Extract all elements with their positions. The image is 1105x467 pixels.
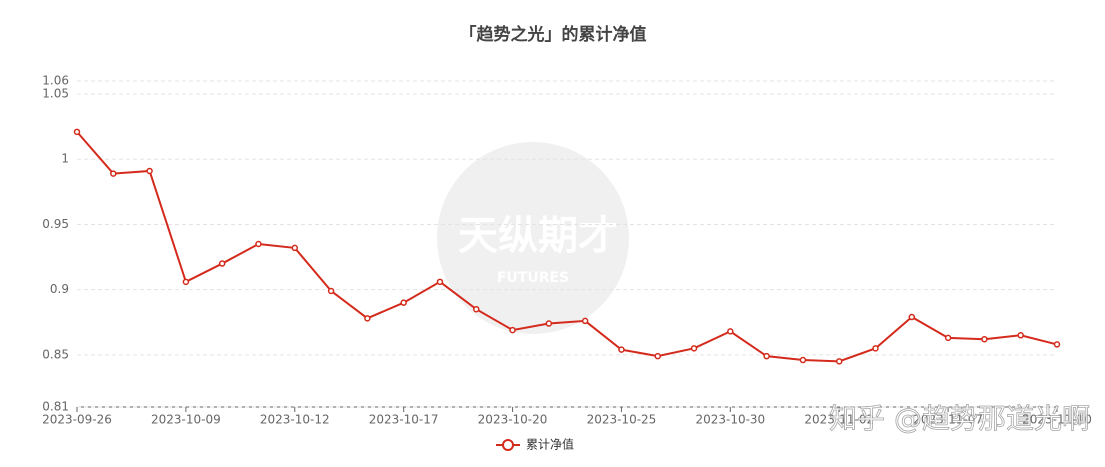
point xyxy=(981,335,988,343)
point xyxy=(509,326,516,334)
x-tick-label: 2023-11-07 xyxy=(913,413,983,427)
y-tick-label: 0.85 xyxy=(42,347,69,361)
x-tick-label: 2023-10-17 xyxy=(369,413,439,427)
series-line xyxy=(76,131,1058,363)
x-tick-label: 2023-10-09 xyxy=(151,413,221,427)
chart-title: 「趋势之光」的累计净值 xyxy=(460,24,647,45)
x-tick-label: 2023-10-12 xyxy=(260,413,330,427)
y-tick-label: 1.06 xyxy=(42,74,69,88)
point xyxy=(364,315,371,322)
point xyxy=(654,352,661,360)
x-tick-label: 2023-11-02 xyxy=(804,413,874,427)
x-tick-label: 2023-10-25 xyxy=(587,413,657,427)
point xyxy=(727,328,734,335)
y-tick-label: 0.81 xyxy=(42,400,69,414)
y-tick-label: 1 xyxy=(61,152,69,166)
x-tick-label: 2023-10-20 xyxy=(478,413,548,427)
point xyxy=(545,320,553,327)
point xyxy=(327,287,335,295)
point xyxy=(110,170,117,177)
point xyxy=(473,305,480,313)
point xyxy=(291,244,299,252)
x-tick-label: 2023-10-30 xyxy=(695,413,765,427)
point xyxy=(763,352,770,360)
point xyxy=(799,356,807,364)
legend-marker xyxy=(502,439,514,451)
x-tick-label: 2023-09-26 xyxy=(42,413,112,427)
point xyxy=(73,128,81,136)
point xyxy=(182,278,190,286)
logo-text: 天纵期才 xyxy=(458,213,618,259)
logo-sub: FUTURES xyxy=(497,270,569,286)
point xyxy=(218,260,226,267)
point xyxy=(146,167,153,175)
point xyxy=(1017,332,1024,339)
point xyxy=(690,345,698,352)
point xyxy=(255,240,262,248)
point xyxy=(872,345,879,352)
point xyxy=(944,334,952,342)
x-tick-label: 2023-11-10 xyxy=(1022,413,1092,427)
y-tick-label: 0.95 xyxy=(42,217,69,231)
point xyxy=(618,346,625,353)
logo-circle xyxy=(437,142,629,334)
y-tick-label: 1.05 xyxy=(42,87,69,101)
point xyxy=(835,358,843,365)
point xyxy=(908,313,916,321)
legend-label: 累计净值 xyxy=(526,437,574,452)
point xyxy=(581,317,589,325)
logo-watermark: 天纵期才 FUTURES xyxy=(437,142,629,334)
point xyxy=(436,278,444,286)
point xyxy=(400,299,407,306)
point xyxy=(1053,341,1061,348)
y-tick-label: 0.9 xyxy=(50,282,69,296)
watermark: 知乎 @趋势那道光啊 xyxy=(829,402,1090,435)
